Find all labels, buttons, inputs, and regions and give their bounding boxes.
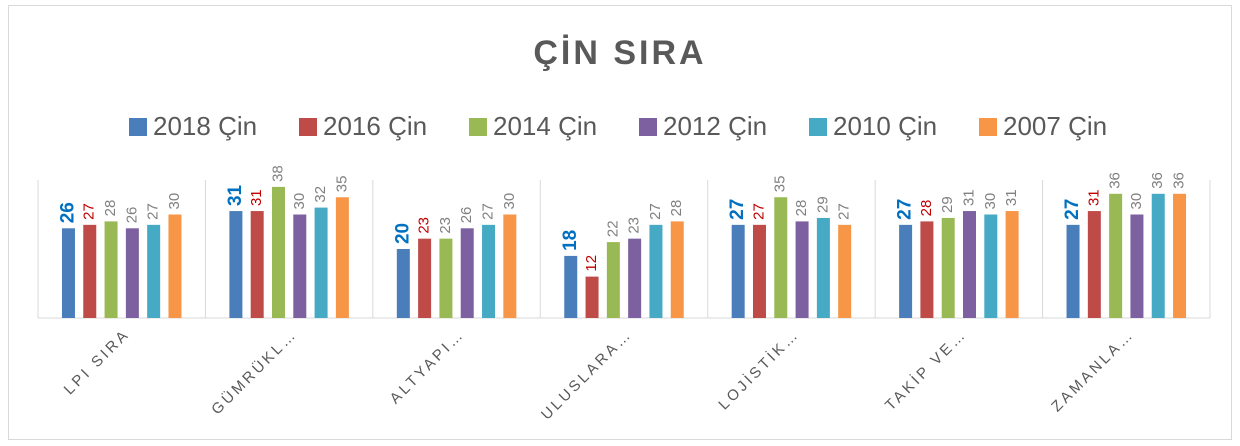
data-label: 27 <box>145 203 162 220</box>
data-label: 31 <box>960 189 977 206</box>
data-label: 26 <box>57 202 78 223</box>
data-label: 30 <box>166 193 183 210</box>
legend-label: 2007 Çin <box>1003 111 1107 141</box>
legend-label: 2018 Çin <box>153 111 257 141</box>
data-label: 31 <box>225 184 246 206</box>
data-label: 28 <box>918 200 935 217</box>
data-label: 36 <box>1171 172 1188 189</box>
data-label: 28 <box>668 200 685 217</box>
bar <box>439 238 453 318</box>
bar <box>731 224 745 318</box>
data-label: 28 <box>102 200 119 217</box>
legend-label: 2010 Çin <box>833 111 937 141</box>
data-label: 12 <box>583 255 600 272</box>
data-label: 28 <box>793 200 810 217</box>
legend-swatch <box>299 118 317 136</box>
data-label: 27 <box>727 199 748 220</box>
data-label: 35 <box>772 176 789 193</box>
data-label: 26 <box>458 207 475 224</box>
data-label: 31 <box>248 189 265 206</box>
data-label: 35 <box>333 176 350 193</box>
bar <box>271 186 285 318</box>
bar <box>670 221 684 318</box>
bar <box>1173 193 1187 318</box>
bar <box>1005 211 1019 318</box>
bar <box>1109 193 1123 318</box>
data-label: 36 <box>1149 172 1166 189</box>
legend-swatch <box>639 118 657 136</box>
bar <box>774 197 788 318</box>
bar <box>418 238 432 318</box>
bar <box>628 238 642 318</box>
data-label: 38 <box>269 165 286 182</box>
data-label: 36 <box>1107 172 1124 189</box>
data-label: 31 <box>1003 189 1020 206</box>
data-label: 23 <box>416 217 433 234</box>
bar <box>606 242 620 318</box>
bar <box>503 214 517 318</box>
bar <box>61 228 75 318</box>
bar <box>293 214 307 318</box>
data-label: 20 <box>392 223 413 244</box>
data-label: 27 <box>750 203 767 220</box>
bar <box>795 221 809 318</box>
data-label: 27 <box>647 203 664 220</box>
bar <box>816 217 830 318</box>
bar <box>335 197 349 318</box>
legend-label: 2012 Çin <box>663 111 767 141</box>
bar <box>752 224 766 318</box>
bar <box>104 221 118 318</box>
bar <box>482 224 496 318</box>
data-label: 32 <box>312 186 329 203</box>
bar <box>396 249 410 318</box>
bar <box>83 224 97 318</box>
data-label: 30 <box>1128 193 1145 210</box>
legend-label: 2014 Çin <box>493 111 597 141</box>
bar <box>229 211 243 318</box>
chart-frame <box>8 5 1232 440</box>
bar <box>250 211 264 318</box>
legend-swatch <box>979 118 997 136</box>
data-label: 27 <box>1062 199 1083 220</box>
data-label: 29 <box>814 196 831 213</box>
bar <box>314 207 328 318</box>
data-label: 26 <box>123 207 140 224</box>
bar <box>963 211 977 318</box>
data-label: 30 <box>982 193 999 210</box>
bar <box>649 224 663 318</box>
bar <box>1066 224 1080 318</box>
bar <box>1151 193 1165 318</box>
bar <box>920 221 934 318</box>
bar <box>838 224 852 318</box>
legend-label: 2016 Çin <box>323 111 427 141</box>
bar <box>1130 214 1144 318</box>
legend-swatch <box>469 118 487 136</box>
legend-swatch <box>129 118 147 136</box>
bar <box>147 224 161 318</box>
bar <box>564 255 578 318</box>
legend-swatch <box>809 118 827 136</box>
data-label: 27 <box>81 203 98 220</box>
data-label: 29 <box>939 196 956 213</box>
data-label: 30 <box>501 193 518 210</box>
data-label: 27 <box>836 203 853 220</box>
data-label: 23 <box>437 217 454 234</box>
data-label: 27 <box>479 203 496 220</box>
data-label: 31 <box>1085 189 1102 206</box>
data-label: 18 <box>560 230 581 251</box>
bar <box>460 228 474 318</box>
chart-title: ÇİN SIRA <box>533 34 706 72</box>
bar <box>941 217 955 318</box>
bar <box>899 224 913 318</box>
bar <box>125 228 139 318</box>
bar <box>168 214 182 318</box>
bar <box>1087 211 1101 318</box>
bar <box>984 214 998 318</box>
data-label: 27 <box>895 199 916 220</box>
data-label: 23 <box>626 217 643 234</box>
data-label: 22 <box>604 220 621 237</box>
data-label: 30 <box>291 193 308 210</box>
bar <box>585 276 599 318</box>
